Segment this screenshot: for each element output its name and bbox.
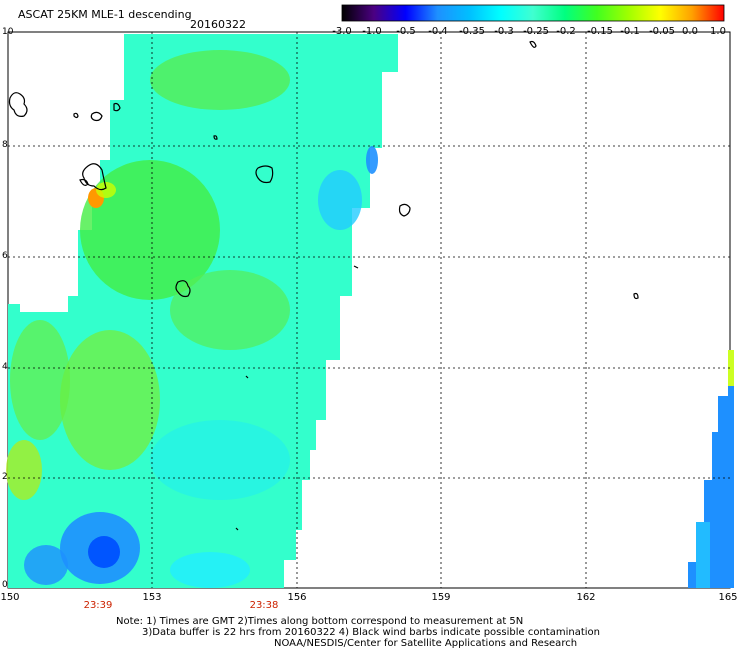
colorbar bbox=[341, 4, 725, 22]
colorbar-label: 1.0 bbox=[710, 26, 726, 37]
y-label-8: 8 bbox=[2, 140, 8, 150]
time-label-left: 23:39 bbox=[83, 600, 113, 611]
x-label-162: 162 bbox=[576, 592, 596, 603]
colorbar-label: -0.1 bbox=[620, 26, 640, 37]
colorbar-gradient bbox=[341, 4, 725, 22]
x-label-165: 165 bbox=[718, 592, 738, 603]
colorbar-label: -3.0 bbox=[332, 26, 352, 37]
y-label-0: 0 bbox=[2, 580, 8, 590]
x-label-156: 156 bbox=[287, 592, 307, 603]
colorbar-label: -0.2 bbox=[556, 26, 576, 37]
swath-left bbox=[6, 34, 398, 588]
y-label-2: 2 bbox=[2, 472, 8, 482]
swath-right bbox=[688, 350, 734, 588]
y-label-10: 10 bbox=[2, 27, 14, 37]
colorbar-label: 0.0 bbox=[682, 26, 698, 37]
note-line-2: 3)Data buffer is 22 hrs from 20160322 4)… bbox=[142, 627, 600, 638]
colorbar-label: -0.35 bbox=[459, 26, 485, 37]
x-label-159: 159 bbox=[431, 592, 451, 603]
colorbar-label: -1.0 bbox=[362, 26, 382, 37]
colorbar-label: -0.15 bbox=[587, 26, 613, 37]
y-label-4: 4 bbox=[2, 362, 8, 372]
x-label-150: 150 bbox=[0, 592, 20, 603]
note-line-1: Note: 1) Times are GMT 2)Times along bot… bbox=[116, 616, 524, 627]
map-date: 20160322 bbox=[190, 18, 246, 31]
coastlines bbox=[8, 40, 639, 531]
colorbar-label: -0.3 bbox=[494, 26, 514, 37]
map-title: ASCAT 25KM MLE-1 descending bbox=[18, 8, 192, 21]
grid-lines bbox=[8, 32, 730, 588]
x-label-153: 153 bbox=[142, 592, 162, 603]
colorbar-label: -0.25 bbox=[523, 26, 549, 37]
note-line-3: NOAA/NESDIS/Center for Satellite Applica… bbox=[274, 638, 578, 649]
colorbar-label: -0.4 bbox=[428, 26, 448, 37]
time-label-right: 23:38 bbox=[249, 600, 279, 611]
colorbar-label: -0.5 bbox=[396, 26, 416, 37]
colorbar-label: -0.05 bbox=[649, 26, 675, 37]
y-label-6: 6 bbox=[2, 251, 8, 261]
